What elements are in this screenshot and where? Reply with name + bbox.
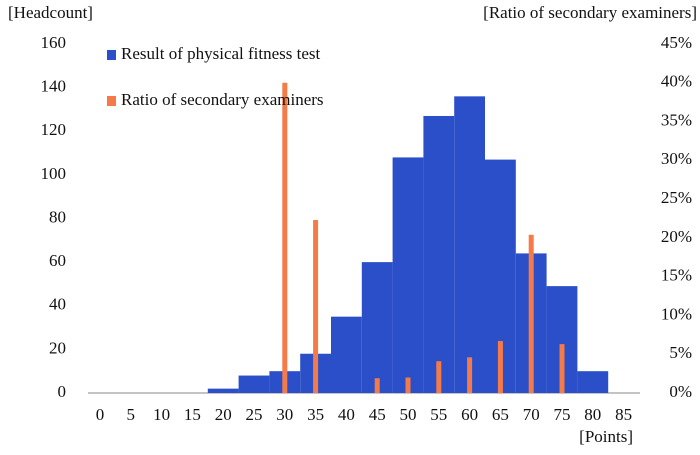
- y-tick-label: 120: [41, 120, 67, 139]
- x-tick-label: 5: [127, 405, 136, 424]
- y-tick-label: 60: [49, 251, 66, 270]
- y2-tick-label: 25%: [661, 188, 692, 207]
- y2-tick-label: 10%: [661, 304, 692, 323]
- x-tick-label: 10: [153, 405, 170, 424]
- y-tick-label: 140: [41, 77, 67, 96]
- x-tick-label: 0: [96, 405, 105, 424]
- y2-tick-label: 5%: [669, 343, 692, 362]
- x-tick-label: 35: [307, 405, 324, 424]
- x-tick-label: 20: [215, 405, 232, 424]
- x-tick-label: 60: [461, 405, 478, 424]
- ratio-bar: [436, 361, 442, 393]
- histogram-bar: [423, 115, 455, 393]
- x-tick-label: 15: [184, 405, 201, 424]
- histogram-bar: [392, 157, 424, 393]
- y2-tick-label: 0%: [669, 382, 692, 401]
- x-tick-label: 70: [523, 405, 540, 424]
- y-tick-label: 0: [58, 382, 67, 401]
- legend-label: Result of physical fitness test: [121, 44, 321, 63]
- y-tick-label: 20: [49, 338, 66, 357]
- ratio-bar: [467, 357, 473, 393]
- y2-tick-label: 35%: [661, 110, 692, 129]
- x-tick-label: 40: [338, 405, 355, 424]
- ratio-bar: [313, 220, 319, 393]
- x-tick-label: 80: [584, 405, 601, 424]
- ratio-bar: [528, 234, 534, 393]
- y-tick-label: 160: [41, 33, 67, 52]
- histogram-bar: [577, 371, 609, 393]
- y-tick-label: 100: [41, 164, 67, 183]
- histogram-bar: [361, 262, 393, 393]
- x-axis-label: [Points]: [579, 427, 633, 446]
- y-tick-label: 80: [49, 207, 66, 226]
- histogram-bar: [238, 375, 270, 393]
- ratio-bar: [374, 378, 380, 393]
- y-tick-label: 40: [49, 295, 66, 314]
- ratio-bar: [405, 377, 411, 393]
- histogram-bar: [454, 96, 485, 393]
- ratio-bar: [497, 341, 503, 393]
- x-tick-label: 75: [554, 405, 571, 424]
- ratio-bar: [559, 344, 565, 393]
- legend-swatch: [107, 50, 116, 60]
- y2-tick-label: 15%: [661, 266, 692, 285]
- y2-tick-label: 30%: [661, 149, 692, 168]
- x-tick-label: 25: [246, 405, 263, 424]
- histogram-bar: [207, 388, 239, 393]
- x-tick-label: 30: [276, 405, 293, 424]
- y2-tick-label: 45%: [661, 33, 692, 52]
- x-tick-label: 65: [492, 405, 509, 424]
- y2-tick-label: 20%: [661, 227, 692, 246]
- histogram-bar: [331, 316, 362, 393]
- y2-tick-label: 40%: [661, 72, 692, 91]
- y-axis-label: [Headcount]: [8, 3, 93, 22]
- legend-swatch: [107, 96, 116, 106]
- legend-label: Ratio of secondary examiners: [121, 90, 324, 109]
- x-tick-label: 85: [615, 405, 632, 424]
- y2-axis-label: [Ratio of secondary examiners]: [483, 3, 697, 22]
- x-tick-label: 55: [430, 405, 447, 424]
- ratio-bar: [282, 82, 288, 394]
- x-tick-label: 50: [400, 405, 417, 424]
- x-tick-label: 45: [369, 405, 386, 424]
